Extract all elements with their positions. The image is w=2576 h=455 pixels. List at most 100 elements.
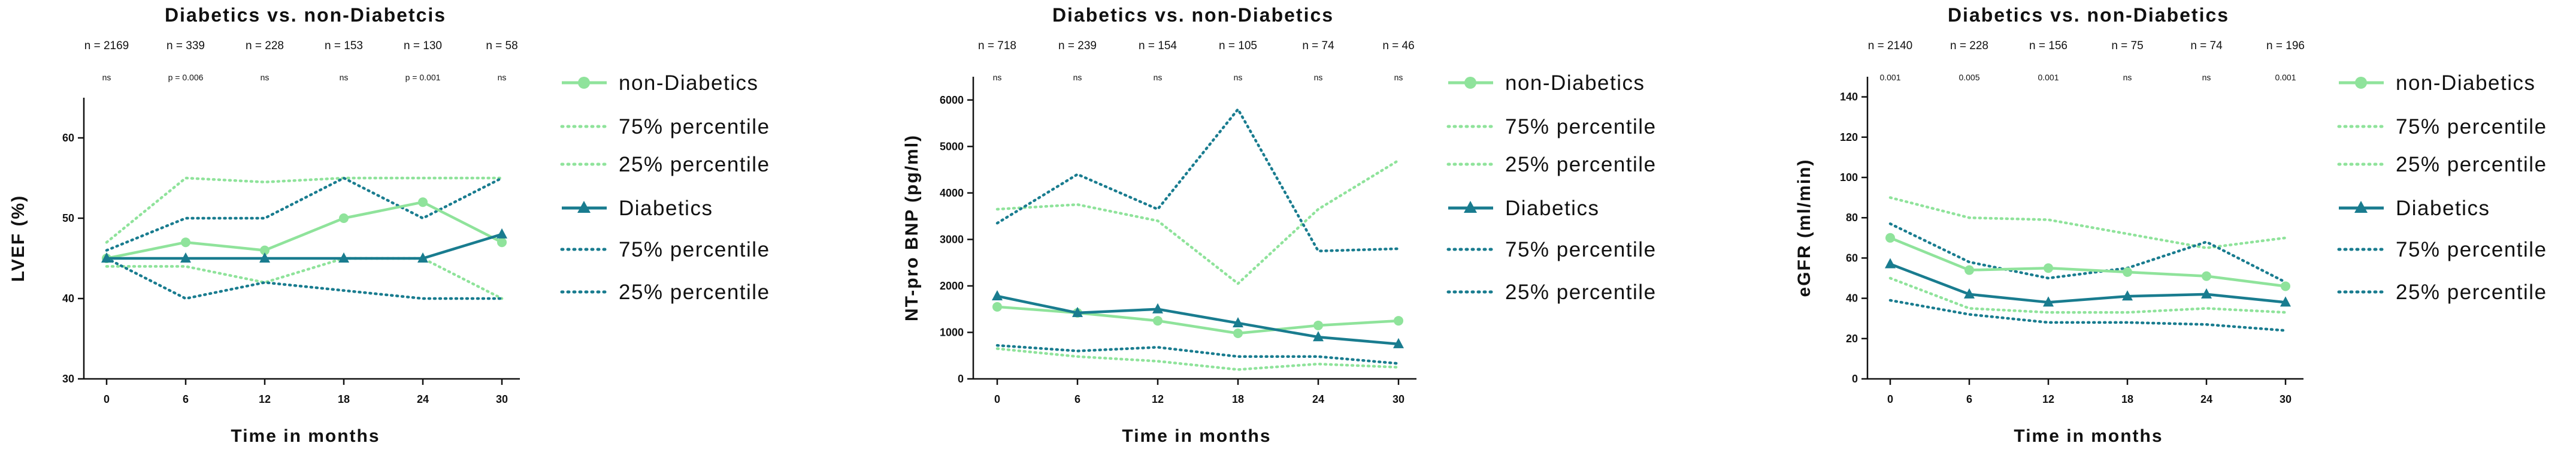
x-tick-label: 6 <box>183 393 189 405</box>
x-tick-label: 12 <box>1152 393 1164 405</box>
series-line-4 <box>107 233 503 260</box>
sample-size-label: n = 153 <box>325 40 363 52</box>
legend-item: 75% percentile <box>560 238 770 261</box>
legend-label: 25% percentile <box>2396 153 2547 176</box>
x-tick-label: 24 <box>1312 393 1324 405</box>
y-tick-label: 0 <box>958 373 964 385</box>
p-value-label: ns <box>1314 73 1323 82</box>
series-line-6 <box>995 343 1400 365</box>
y-tick-label: 3000 <box>940 233 964 245</box>
legend-label: 25% percentile <box>1505 281 1657 304</box>
data-point <box>497 237 507 248</box>
p-value-label: ns <box>1154 73 1163 82</box>
legend-label: 75% percentile <box>619 238 770 261</box>
data-point <box>1313 331 1324 342</box>
y-tick-label: 5000 <box>940 140 964 152</box>
data-point <box>1153 316 1163 326</box>
legend-item: Diabetics <box>2339 197 2490 220</box>
legend-item: Diabetics <box>1448 197 1599 220</box>
sample-size-label: n = 339 <box>167 40 205 52</box>
x-tick-label: 6 <box>1074 393 1080 405</box>
p-value-label: p = 0.006 <box>168 73 204 82</box>
series-line-1 <box>106 200 503 260</box>
data-point <box>2280 296 2291 307</box>
legend-item: 25% percentile <box>1446 153 1657 176</box>
legend-marker <box>578 77 590 89</box>
legend-item: 75% percentile <box>560 115 770 138</box>
data-point <box>1233 329 1243 339</box>
data-point <box>260 245 270 255</box>
p-value-label: ns <box>993 73 1002 82</box>
data-point <box>1964 265 1974 275</box>
sample-size-label: n = 2169 <box>84 40 129 52</box>
data-point <box>1313 320 1323 330</box>
legend-label: 75% percentile <box>1505 238 1657 261</box>
data-point <box>497 228 507 239</box>
legend-item: Diabetics <box>562 197 712 220</box>
legend-label: 25% percentile <box>619 153 770 176</box>
p-value-label: ns <box>102 73 111 82</box>
sample-size-label: n = 2140 <box>1868 40 1913 52</box>
p-value-label: 0.001 <box>2038 73 2059 82</box>
legend-item: 75% percentile <box>2337 238 2546 261</box>
y-tick-label: 60 <box>1846 252 1858 264</box>
legend-marker <box>1464 77 1476 89</box>
data-point <box>2202 271 2211 281</box>
legend-marker <box>1464 201 1477 213</box>
legend-label: Diabetics <box>2396 197 2490 220</box>
legend-item: 75% percentile <box>1446 115 1655 138</box>
y-tick-label: 50 <box>62 212 74 224</box>
legend-item: non-Diabetics <box>562 71 758 95</box>
series-line-3 <box>105 257 504 300</box>
y-tick-label: 2000 <box>940 280 964 292</box>
y-tick-label: 140 <box>1840 91 1858 103</box>
sample-size-label: n = 196 <box>2266 40 2305 52</box>
series-line-1 <box>997 305 1399 335</box>
legend-item: 75% percentile <box>1446 238 1657 261</box>
sample-size-label: n = 105 <box>1219 40 1257 52</box>
y-tick-label: 40 <box>1846 293 1858 305</box>
p-value-label: 0.001 <box>2275 73 2296 82</box>
legend-label: 25% percentile <box>2396 281 2547 304</box>
data-point <box>1885 233 1895 243</box>
legend-marker <box>577 201 591 213</box>
sample-size-label: n = 228 <box>246 40 284 52</box>
data-point <box>418 197 428 207</box>
data-point <box>2044 263 2053 273</box>
sample-size-label: n = 228 <box>1950 40 1988 52</box>
y-tick-label: 40 <box>62 293 74 305</box>
sample-size-label: n = 130 <box>404 40 442 52</box>
y-tick-label: 80 <box>1846 212 1858 224</box>
legend-label: 75% percentile <box>619 115 770 138</box>
legend-label: 25% percentile <box>1505 153 1657 176</box>
x-tick-label: 0 <box>104 393 110 405</box>
legend-item: 25% percentile <box>2337 153 2547 176</box>
data-point <box>339 213 349 223</box>
series-line-5 <box>105 176 504 252</box>
x-tick-label: 30 <box>2280 393 2292 405</box>
series-line-3 <box>1888 276 2287 314</box>
x-tick-label: 6 <box>1966 393 1972 405</box>
p-value-label: ns <box>2123 73 2132 82</box>
x-tick-label: 30 <box>1393 393 1404 405</box>
series-line-2 <box>105 176 504 244</box>
data-point <box>181 237 190 248</box>
x-tick-label: 12 <box>259 393 271 405</box>
data-point <box>1152 303 1163 314</box>
legend-item: 25% percentile <box>2337 281 2547 304</box>
p-value-label: ns <box>2202 73 2211 82</box>
legend-item: non-Diabetics <box>2339 71 2535 95</box>
data-point <box>1072 306 1083 317</box>
p-value-label: ns <box>340 73 349 82</box>
y-tick-label: 30 <box>62 373 74 385</box>
chart-title: Diabetics vs. non-Diabetics <box>1052 4 1334 26</box>
data-point <box>1393 338 1404 348</box>
x-tick-label: 24 <box>417 393 429 405</box>
x-axis-label: Time in months <box>231 426 380 446</box>
x-tick-label: 24 <box>2200 393 2212 405</box>
data-point <box>992 290 1003 300</box>
p-value-label: 0.001 <box>1879 73 1900 82</box>
p-value-label: ns <box>1394 73 1403 82</box>
y-tick-label: 6000 <box>940 94 964 106</box>
data-point <box>2281 281 2290 291</box>
